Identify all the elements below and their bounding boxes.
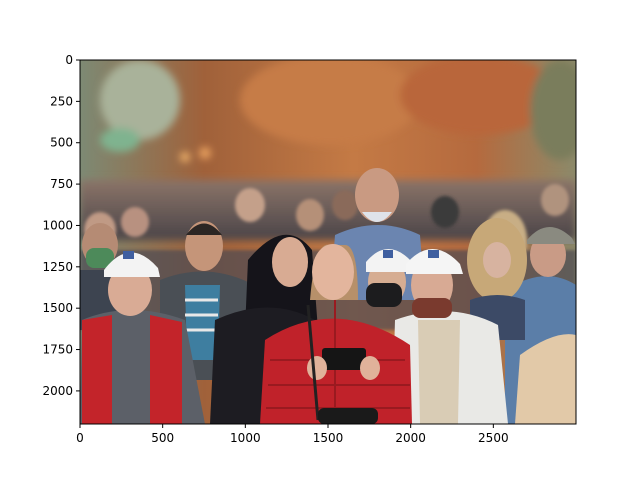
y-axis: 0 250 500 750 1000 1250 1500 1750 2000 [42, 53, 80, 398]
x-tick-label: 500 [151, 431, 174, 445]
photo [80, 60, 576, 424]
background-blur [80, 60, 576, 240]
x-tick-label: 0 [76, 431, 84, 445]
x-tick-label: 1000 [230, 431, 261, 445]
y-tick-label: 250 [50, 94, 73, 108]
y-tick-label: 0 [65, 53, 73, 67]
person-woman-red-vest [80, 251, 205, 424]
person-woman-black-mask [366, 249, 415, 307]
person-right-edge [515, 334, 576, 424]
y-tick-label: 1500 [42, 301, 73, 315]
y-tick-label: 1000 [42, 218, 73, 232]
y-tick-label: 1250 [42, 260, 73, 274]
person-woman-red-jacket [260, 244, 412, 424]
x-axis: 0 500 1000 1500 2000 2500 [76, 424, 509, 445]
y-tick-label: 500 [50, 136, 73, 150]
x-tick-label: 2500 [478, 431, 509, 445]
x-tick-label: 1500 [313, 431, 344, 445]
x-tick-label: 2000 [395, 431, 426, 445]
person-woman-white-jacket [392, 249, 508, 424]
y-tick-label: 750 [50, 177, 73, 191]
y-tick-label: 2000 [42, 384, 73, 398]
y-tick-label: 1750 [42, 343, 73, 357]
